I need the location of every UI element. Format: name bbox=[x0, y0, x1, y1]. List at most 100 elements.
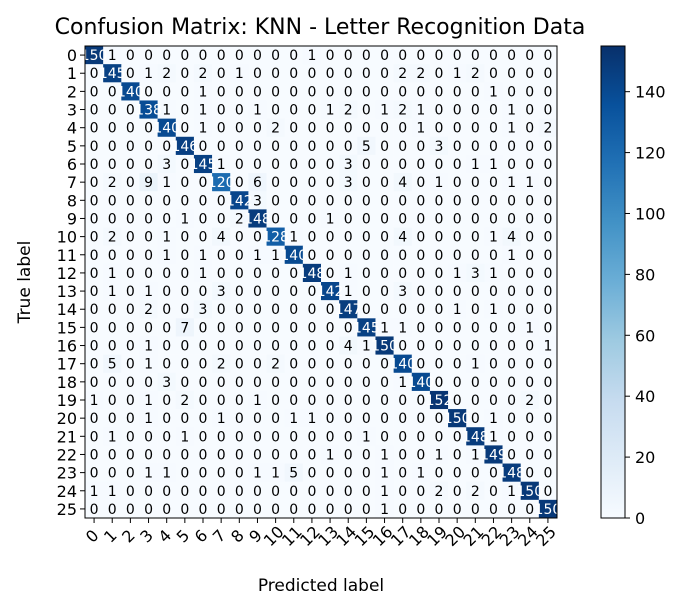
x-tick-label-25: 25 bbox=[532, 522, 560, 550]
cell-value-21-14: 0 bbox=[344, 429, 353, 445]
cell-value-4-24: 0 bbox=[525, 121, 534, 137]
heatmap-cell-6-21 bbox=[466, 154, 485, 174]
heatmap-cell-19-4 bbox=[157, 390, 177, 410]
cell-value-15-4: 0 bbox=[162, 320, 171, 336]
cell-value-6-3: 0 bbox=[144, 157, 153, 173]
heatmap-cell-22-1 bbox=[103, 445, 122, 464]
heatmap-cell-21-4 bbox=[157, 427, 177, 446]
cell-value-12-2: 0 bbox=[126, 266, 135, 282]
heatmap-cell-10-5 bbox=[175, 227, 195, 246]
cell-value-8-3: 0 bbox=[144, 193, 153, 209]
cell-value-4-17: 0 bbox=[398, 121, 407, 137]
cell-value-18-16: 0 bbox=[380, 375, 389, 391]
cell-value-7-5: 0 bbox=[180, 175, 189, 191]
cell-value-0-9: 0 bbox=[253, 48, 262, 64]
cell-value-6-25: 0 bbox=[543, 157, 552, 173]
heatmap-cell-9-11 bbox=[284, 209, 304, 228]
heatmap-cell-14-9 bbox=[248, 300, 267, 319]
cell-value-11-17: 0 bbox=[398, 248, 407, 264]
cell-value-9-8: 2 bbox=[235, 211, 244, 227]
heatmap-cell-6-23 bbox=[502, 154, 521, 174]
heatmap-cell-6-22 bbox=[484, 154, 503, 174]
heatmap-cell-22-5 bbox=[175, 445, 195, 464]
cell-value-21-6: 0 bbox=[199, 429, 208, 445]
cell-value-19-25: 0 bbox=[543, 393, 552, 409]
cell-value-3-9: 1 bbox=[253, 103, 262, 119]
heatmap-cell-10-11 bbox=[284, 227, 304, 246]
cell-value-4-1: 0 bbox=[108, 121, 117, 137]
heatmap-cell-15-4 bbox=[157, 318, 177, 337]
heatmap-cell-5-22 bbox=[484, 136, 503, 156]
cell-value-14-21: 0 bbox=[471, 302, 480, 318]
heatmap-cell-25-1 bbox=[103, 499, 122, 519]
cell-value-2-22: 1 bbox=[489, 84, 498, 100]
heatmap-cell-16-11 bbox=[284, 336, 304, 355]
cell-value-24-24: 150 bbox=[516, 484, 543, 500]
cell-value-16-20: 0 bbox=[453, 339, 462, 355]
cell-value-25-22: 0 bbox=[489, 502, 498, 518]
x-axis-label: Predicted label bbox=[258, 576, 384, 596]
cell-value-13-23: 0 bbox=[507, 284, 516, 300]
heatmap-cell-0-16 bbox=[375, 46, 394, 65]
cell-value-3-6: 1 bbox=[199, 103, 208, 119]
colorbar-tick-label-100: 100 bbox=[635, 204, 666, 223]
cell-value-25-20: 0 bbox=[453, 502, 462, 518]
heatmap-cell-16-6 bbox=[193, 336, 213, 355]
cell-value-0-6: 0 bbox=[199, 48, 208, 64]
cell-value-18-1: 0 bbox=[108, 375, 117, 391]
heatmap-cell-17-14 bbox=[339, 354, 358, 374]
heatmap-cell-12-9 bbox=[248, 263, 267, 283]
heatmap-cell-25-5 bbox=[175, 499, 195, 519]
heatmap-cell-5-8 bbox=[230, 136, 249, 156]
x-tick-label-1: 1 bbox=[100, 526, 121, 547]
cell-value-9-17: 0 bbox=[398, 211, 407, 227]
cell-value-13-4: 0 bbox=[162, 284, 171, 300]
cell-value-1-3: 1 bbox=[144, 66, 153, 82]
cell-value-12-19: 0 bbox=[435, 266, 444, 282]
cell-value-24-17: 0 bbox=[398, 484, 407, 500]
heatmap-cell-25-3 bbox=[139, 499, 158, 519]
cell-value-5-1: 0 bbox=[108, 139, 117, 155]
cell-value-23-10: 1 bbox=[271, 466, 280, 482]
heatmap-cell-9-2 bbox=[121, 209, 140, 228]
heatmap-cell-4-17 bbox=[393, 118, 413, 138]
cell-value-22-9: 0 bbox=[253, 447, 262, 463]
heatmap-cell-22-24 bbox=[520, 445, 540, 464]
cell-value-4-15: 0 bbox=[362, 121, 371, 137]
cell-value-13-9: 0 bbox=[253, 284, 262, 300]
cell-value-2-8: 0 bbox=[235, 84, 244, 100]
heatmap-cell-10-17 bbox=[393, 227, 413, 246]
cell-value-17-15: 0 bbox=[362, 357, 371, 373]
heatmap-cell-3-13 bbox=[321, 100, 340, 119]
heatmap-cell-22-25 bbox=[538, 445, 558, 464]
heatmap-cell-16-18 bbox=[411, 336, 431, 355]
heatmap-cell-8-9 bbox=[248, 191, 267, 210]
heatmap-cell-12-8 bbox=[230, 263, 249, 283]
cell-value-8-17: 0 bbox=[398, 193, 407, 209]
cell-value-17-14: 0 bbox=[344, 357, 353, 373]
cell-value-10-7: 4 bbox=[217, 230, 226, 246]
cell-value-24-7: 0 bbox=[217, 484, 226, 500]
heatmap-cell-12-5 bbox=[175, 263, 195, 283]
cell-value-16-22: 0 bbox=[489, 339, 498, 355]
heatmap-cell-15-23 bbox=[502, 318, 521, 337]
heatmap-cell-0-12 bbox=[302, 46, 322, 65]
heatmap-cell-14-17 bbox=[393, 300, 413, 319]
heatmap-cell-20-10 bbox=[266, 409, 285, 428]
heatmap-cell-4-8 bbox=[230, 118, 249, 138]
heatmap-cell-9-16 bbox=[375, 209, 394, 228]
heatmap-cell-12-12 bbox=[302, 263, 322, 283]
cell-value-22-11: 0 bbox=[289, 447, 298, 463]
heatmap-cell-10-1 bbox=[103, 227, 122, 246]
cell-value-23-14: 0 bbox=[344, 466, 353, 482]
cell-value-21-19: 0 bbox=[435, 429, 444, 445]
heatmap-cell-13-9 bbox=[248, 282, 267, 301]
cell-value-2-20: 0 bbox=[453, 84, 462, 100]
cell-value-17-19: 0 bbox=[435, 357, 444, 373]
cell-value-14-7: 0 bbox=[217, 302, 226, 318]
cell-value-4-16: 0 bbox=[380, 121, 389, 137]
cell-value-0-17: 0 bbox=[398, 48, 407, 64]
heatmap-cell-15-2 bbox=[121, 318, 140, 337]
heatmap-cell-24-9 bbox=[248, 481, 267, 501]
heatmap-cell-5-9 bbox=[248, 136, 267, 156]
